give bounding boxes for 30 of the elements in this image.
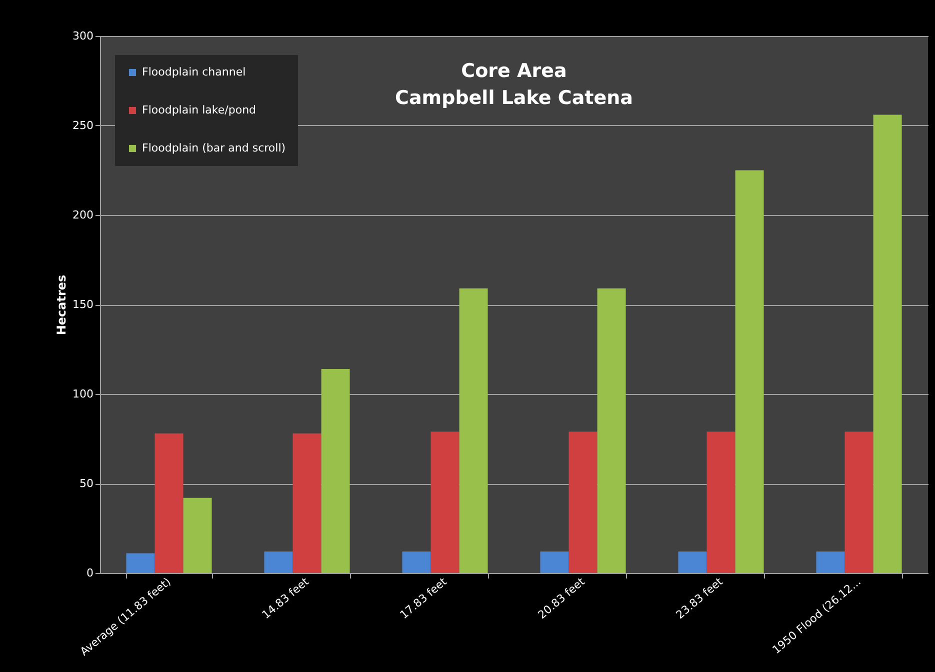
bar <box>402 552 431 573</box>
y-tick-label: 250 <box>72 119 94 132</box>
bar <box>678 552 707 573</box>
bar <box>597 288 626 573</box>
bar <box>568 432 598 573</box>
y-tick-label: 200 <box>72 208 94 222</box>
legend-label: Floodplain (bar and scroll) <box>142 142 286 154</box>
y-axis-title: Hecatres <box>54 274 69 336</box>
bar <box>844 432 874 573</box>
bar <box>292 433 322 573</box>
y-tick-label: 150 <box>72 298 94 311</box>
bar <box>706 432 736 573</box>
legend-label: Floodplain channel <box>142 66 246 78</box>
bar <box>735 170 764 573</box>
y-tick-label: 300 <box>72 30 94 42</box>
bar <box>430 432 460 573</box>
bar <box>321 368 350 573</box>
bar <box>126 553 155 573</box>
bar <box>183 498 212 573</box>
bar <box>264 552 293 573</box>
bar <box>816 552 845 573</box>
bar <box>459 288 488 573</box>
bar <box>154 433 184 573</box>
text: Core Area Campbell Lake Catena <box>395 60 633 109</box>
y-tick-label: 50 <box>80 477 94 490</box>
bar <box>540 552 569 573</box>
y-tick-label: 0 <box>86 566 94 580</box>
y-tick-label: 100 <box>72 388 94 400</box>
bar <box>873 114 902 573</box>
legend-label: Floodplain lake/pond <box>142 104 256 116</box>
